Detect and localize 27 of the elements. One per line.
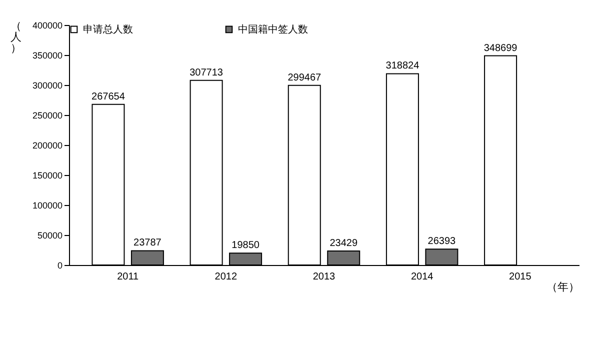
data-label: 23429 <box>330 238 358 249</box>
y-tick-label: 100000 <box>32 200 62 210</box>
x-tick-label: 2015 <box>509 272 532 282</box>
data-label: 267654 <box>92 91 126 102</box>
y-axis-title: （人） <box>10 20 22 54</box>
y-tick-label: 0 <box>57 260 62 270</box>
data-label: 318824 <box>386 60 420 72</box>
data-label: 23787 <box>134 238 162 249</box>
legend-label: 申请总人数 <box>83 23 133 36</box>
x-tick-label: 2012 <box>214 272 238 282</box>
data-label: 307713 <box>190 67 224 78</box>
y-tick-label: 200000 <box>32 140 62 150</box>
data-label: 19850 <box>232 240 260 252</box>
y-tick-label: 300000 <box>32 80 62 90</box>
x-axis-title: （年） <box>546 282 580 294</box>
x-tick-label: 2011 <box>117 272 140 282</box>
y-tick-label: 250000 <box>32 110 62 120</box>
data-label: 26393 <box>428 236 456 248</box>
data-label: 348699 <box>484 42 518 54</box>
legend-label: 中国籍中签人数 <box>238 23 308 36</box>
y-tick-label: 150000 <box>32 170 62 180</box>
x-tick-label: 2013 <box>312 272 336 282</box>
y-tick-label: 50000 <box>37 230 62 240</box>
data-label: 299467 <box>288 72 322 84</box>
y-tick-label: 350000 <box>32 50 62 60</box>
x-tick-label: 2014 <box>410 272 434 282</box>
y-tick-label: 400000 <box>32 20 62 30</box>
